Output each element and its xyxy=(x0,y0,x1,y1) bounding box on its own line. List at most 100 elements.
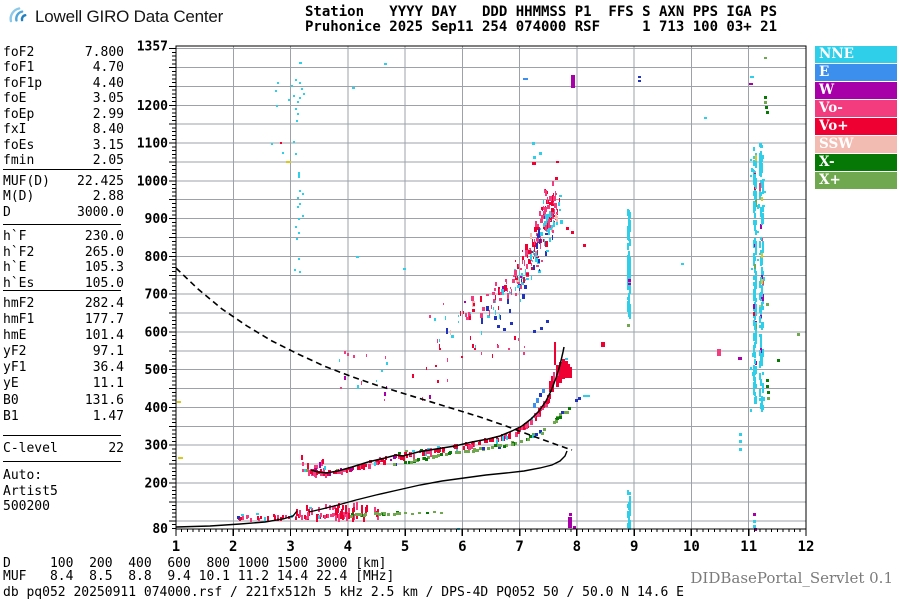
x-axis-label-6: 6 xyxy=(458,539,466,555)
x-axis-label-8: 8 xyxy=(573,539,581,555)
param-row-D: D 3000.0 xyxy=(3,205,124,220)
param-label: foF1 xyxy=(3,60,35,76)
param-row-B0: B0 131.6 xyxy=(3,393,124,409)
x-axis-label-2: 2 xyxy=(229,539,237,555)
echo-color-legend: NNE E W Vo- Vo+ SSW X- X+ xyxy=(815,46,897,190)
param-label: D xyxy=(3,204,11,220)
param-label: C-level xyxy=(3,441,58,456)
param-row-foE: foE 3.05 xyxy=(3,91,124,106)
y-axis-label-500: 500 xyxy=(145,363,169,378)
auto-scaler-line: Auto: xyxy=(3,468,43,483)
param-value: 105.3 xyxy=(84,260,124,276)
param-label: M(D) xyxy=(3,189,35,205)
param-row-MD: M(D) 2.88 xyxy=(3,189,124,204)
logo-title: Lowell GIRO Data Center xyxy=(35,7,224,26)
param-row-MUFD: MUF(D) 22.425 xyxy=(3,174,124,189)
param-value: 101.4 xyxy=(84,328,124,344)
header-line1: Station YYYY DAY DDD HHMMSS P1 FFS S AXN… xyxy=(305,4,778,20)
auto-scaler-line: Artist5 xyxy=(3,483,58,499)
param-label: foE xyxy=(3,91,27,107)
param-label: fxI xyxy=(3,122,27,138)
param-row-hmF2: hmF2 282.4 xyxy=(3,296,124,312)
param-divider-2 xyxy=(3,290,121,291)
y-axis-label-1200: 1200 xyxy=(137,99,168,114)
param-value: 105.0 xyxy=(84,275,124,291)
x-axis-label-5: 5 xyxy=(401,539,409,555)
param-row-fxI: fxI 8.40 xyxy=(3,122,124,137)
param-value: 4.40 xyxy=(92,75,124,91)
param-label: yF1 xyxy=(3,360,27,376)
servlet-version-label: DIDBasePortal_Servlet 0.1 xyxy=(690,569,893,587)
x-axis-label-3: 3 xyxy=(286,539,294,555)
param-row-foF1p: foF1p 4.40 xyxy=(3,76,124,91)
lowell-giro-logo: Lowell GIRO Data Center xyxy=(7,5,223,29)
param-label: foF1p xyxy=(3,75,43,91)
param-value: 131.6 xyxy=(84,392,124,408)
param-row-hF2: h`F2 265.0 xyxy=(3,245,124,261)
param-value: 36.4 xyxy=(92,360,124,376)
param-value: 2.99 xyxy=(92,106,124,122)
y-axis-label-400: 400 xyxy=(145,401,169,416)
param-label: hmE xyxy=(3,328,27,344)
param-label: foF2 xyxy=(3,45,35,60)
param-value: 22.425 xyxy=(77,174,124,189)
param-label: MUF(D) xyxy=(3,174,50,189)
param-row-foF1: foF1 4.70 xyxy=(3,60,124,75)
param-value: 282.4 xyxy=(84,296,124,311)
param-divider-4 xyxy=(3,461,121,462)
ionogram-header: Station YYYY DAY DDD HHMMSS P1 FFS S AXN… xyxy=(305,5,777,34)
y-axis-label-900: 900 xyxy=(145,212,169,227)
param-group-2: h`F 230.0 h`F2 265.0 h`E 105.3 h`Es 105.0 xyxy=(3,229,124,291)
giro-arcs-icon xyxy=(9,7,27,23)
header-line2: Pruhonice 2025 Sep11 254 074000 RSF 1 71… xyxy=(305,18,778,35)
x-axis-label-12: 12 xyxy=(798,539,815,555)
legend-item-SSW: SSW xyxy=(815,136,897,153)
param-label: yE xyxy=(3,376,19,392)
distance-row: D 100 200 400 600 800 1000 1500 3000 [km… xyxy=(3,556,387,571)
param-row-fmin: fmin 2.05 xyxy=(3,153,124,168)
param-row-foEp: foEp 2.99 xyxy=(3,107,124,122)
param-row-hE: h`E 105.3 xyxy=(3,260,124,276)
param-value: 3.15 xyxy=(92,137,124,153)
muf-row: MUF 8.4 8.5 8.8 9.4 10.1 11.2 14.4 22.4 … xyxy=(3,569,395,584)
param-value: 2.88 xyxy=(92,189,124,205)
param-value: 3.05 xyxy=(92,91,124,107)
y-axis-label-200: 200 xyxy=(145,477,169,492)
auto-scaler-line: 500200 xyxy=(3,499,50,514)
legend-item-X: X+ xyxy=(815,172,897,189)
param-label: h`F2 xyxy=(3,244,35,260)
x-axis-label-4: 4 xyxy=(344,539,352,555)
param-group-1: MUF(D) 22.425 M(D) 2.88 D 3000.0 xyxy=(3,174,124,220)
param-label: B0 xyxy=(3,392,19,408)
param-group-3: hmF2 282.4 hmF1 177.7 hmE 101.4 yF2 97.1 yF1 36.4… xyxy=(3,296,124,425)
param-row-B1: B1 1.47 xyxy=(3,409,124,425)
auto-scaler-block: Auto: Artist5 500200 xyxy=(3,468,124,515)
param-value: 7.800 xyxy=(84,45,124,60)
y-axis-label-300: 300 xyxy=(145,439,169,454)
param-row-hmE: hmE 101.4 xyxy=(3,328,124,344)
y-axis-label-1000: 1000 xyxy=(137,174,168,189)
y-axis-label-1357: 1357 xyxy=(137,40,168,55)
param-value: 97.1 xyxy=(92,344,124,360)
x-axis-label-11: 11 xyxy=(740,539,757,555)
y-axis-label-80: 80 xyxy=(152,522,168,537)
param-divider-3 xyxy=(3,435,121,436)
param-row-yF2: yF2 97.1 xyxy=(3,344,124,360)
param-value: 22 xyxy=(108,441,124,456)
param-label: fmin xyxy=(3,153,35,169)
param-label: yF2 xyxy=(3,344,27,360)
param-value: 8.40 xyxy=(92,122,124,138)
param-divider-0 xyxy=(3,169,121,170)
x-axis-label-10: 10 xyxy=(683,539,700,555)
param-label: hmF2 xyxy=(3,296,35,311)
param-value: 230.0 xyxy=(84,229,124,244)
param-label: foEp xyxy=(3,106,35,122)
legend-item-E: E xyxy=(815,64,897,81)
param-group-0: foF2 7.800 foF1 4.70 foF1p 4.40 foE 3.05 foEp 2.9… xyxy=(3,45,124,169)
param-row-foF2: foF2 7.800 xyxy=(3,45,124,60)
param-row-hF: h`F 230.0 xyxy=(3,229,124,245)
param-row-foEs: foEs 3.15 xyxy=(3,138,124,153)
legend-item-W: W xyxy=(815,82,897,99)
